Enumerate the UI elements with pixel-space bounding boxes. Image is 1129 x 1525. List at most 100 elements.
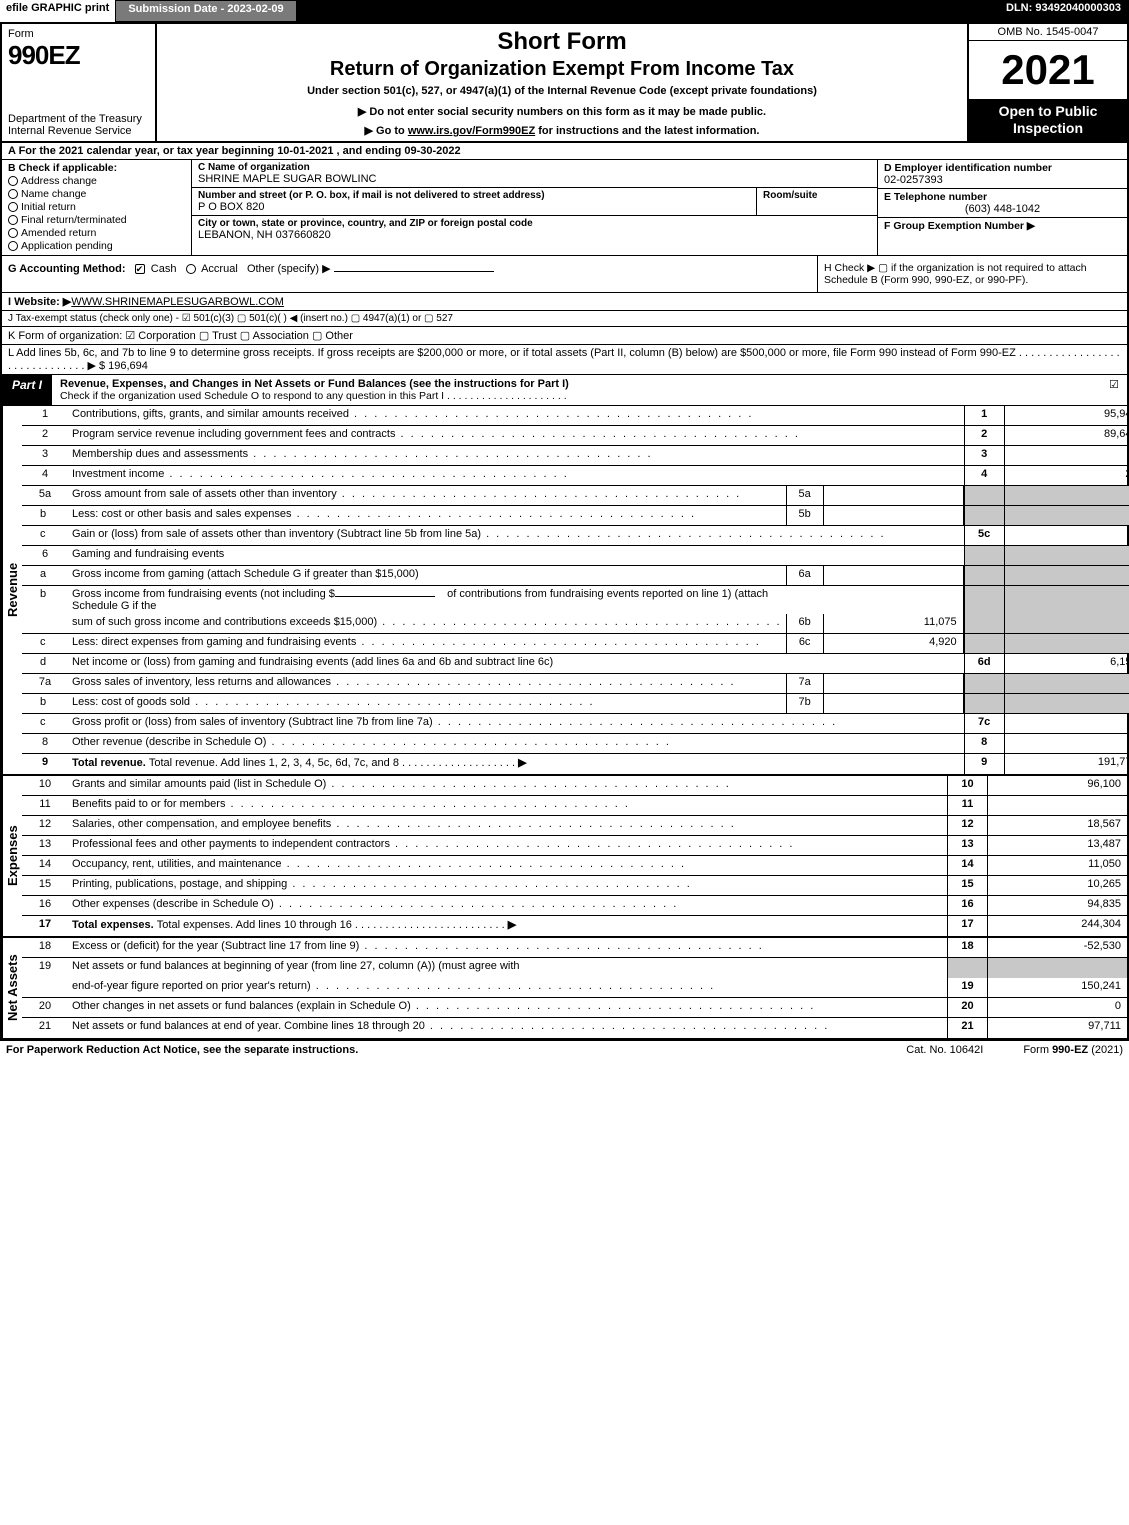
dln: DLN: 93492040000303	[998, 0, 1129, 22]
line-17-rnum: 17	[947, 916, 987, 936]
open-inspection: Open to Public Inspection	[969, 99, 1127, 141]
line-19-num: 19	[22, 958, 68, 978]
section-l: L Add lines 5b, 6c, and 7b to line 9 to …	[2, 345, 1127, 375]
line-8-num: 8	[22, 734, 68, 753]
part-1-tag: Part I	[2, 375, 52, 405]
line-15-num: 15	[22, 876, 68, 895]
section-h: H Check ▶ ▢ if the organization is not r…	[817, 256, 1127, 292]
subtitle-section: Under section 501(c), 527, or 4947(a)(1)…	[307, 85, 817, 97]
section-g: G Accounting Method: Cash Accrual Other …	[2, 256, 817, 292]
line-7b-desc: Less: cost of goods sold	[68, 694, 786, 713]
line-3-desc: Membership dues and assessments	[68, 446, 964, 465]
department: Department of the Treasury Internal Reve…	[8, 113, 149, 137]
line-10-num: 10	[22, 776, 68, 795]
line-16-num: 16	[22, 896, 68, 915]
shade	[964, 634, 1004, 653]
line-7a-mini: 7a	[786, 674, 824, 693]
line-19-value: 150,241	[987, 978, 1127, 997]
d-label: D Employer identification number	[884, 162, 1121, 174]
efile-print[interactable]: efile GRAPHIC print	[0, 0, 115, 22]
line-6c-desc: Less: direct expenses from gaming and fu…	[68, 634, 786, 653]
line-13-num: 13	[22, 836, 68, 855]
revenue-section: Revenue 1Contributions, gifts, grants, a…	[2, 406, 1127, 776]
line-1-desc: Contributions, gifts, grants, and simila…	[68, 406, 964, 425]
section-d-e-f: D Employer identification number 02-0257…	[877, 160, 1127, 255]
form-header: Form 990EZ Department of the Treasury In…	[2, 24, 1127, 143]
line-7c-desc: Gross profit or (loss) from sales of inv…	[68, 714, 964, 733]
title-short-form: Short Form	[497, 28, 626, 56]
chk-address-change[interactable]: Address change	[8, 175, 185, 187]
line-11-rnum: 11	[947, 796, 987, 815]
line-5a-mini: 5a	[786, 486, 824, 505]
line-21-num: 21	[22, 1018, 68, 1038]
shade	[987, 958, 1127, 978]
footer-cat-no: Cat. No. 10642I	[866, 1044, 1023, 1056]
line-7b-mini: 7b	[786, 694, 824, 713]
shade	[964, 586, 1004, 614]
line-11-num: 11	[22, 796, 68, 815]
chk-final-return[interactable]: Final return/terminated	[8, 214, 185, 226]
line-9-rnum: 9	[964, 754, 1004, 774]
line-4-num: 4	[22, 466, 68, 485]
line-5b-mval	[824, 506, 964, 525]
line-12-desc: Salaries, other compensation, and employ…	[68, 816, 947, 835]
line-4-value: 26	[1004, 466, 1129, 485]
org-name: SHRINE MAPLE SUGAR BOWLINC	[198, 173, 871, 185]
website-link[interactable]: WWW.SHRINEMAPLESUGARBOWL.COM	[71, 296, 284, 308]
line-5a-desc: Gross amount from sale of assets other t…	[68, 486, 786, 505]
omb-number: OMB No. 1545-0047	[969, 24, 1127, 41]
chk-application-pending[interactable]: Application pending	[8, 240, 185, 252]
line-6b-desc3: sum of such gross income and contributio…	[68, 614, 786, 633]
line-19-rnum: 19	[947, 978, 987, 997]
line-2-desc: Program service revenue including govern…	[68, 426, 964, 445]
line-6d-num: d	[22, 654, 68, 673]
form-label: Form	[8, 28, 149, 40]
line-11-desc: Benefits paid to or for members	[68, 796, 947, 815]
chk-cash[interactable]	[135, 264, 145, 274]
chk-name-change[interactable]: Name change	[8, 188, 185, 200]
line-7c-num: c	[22, 714, 68, 733]
e-label: E Telephone number	[884, 191, 1121, 203]
line-12-rnum: 12	[947, 816, 987, 835]
line-2-rnum: 2	[964, 426, 1004, 445]
line-6a-num: a	[22, 566, 68, 585]
line-21-desc: Net assets or fund balances at end of ye…	[68, 1018, 947, 1038]
line-2-value: 89,646	[1004, 426, 1129, 445]
line-13-value: 13,487	[987, 836, 1127, 855]
line-5b-mini: 5b	[786, 506, 824, 525]
chk-accrual[interactable]	[186, 264, 196, 274]
line-20-desc: Other changes in net assets or fund bala…	[68, 998, 947, 1017]
title-return: Return of Organization Exempt From Incom…	[330, 58, 794, 81]
top-bar: efile GRAPHIC print Submission Date - 20…	[0, 0, 1129, 22]
line-13-rnum: 13	[947, 836, 987, 855]
line-7c-value	[1004, 714, 1129, 733]
shade	[1004, 634, 1129, 653]
line-5c-num: c	[22, 526, 68, 545]
line-16-desc: Other expenses (describe in Schedule O)	[68, 896, 947, 915]
line-15-desc: Printing, publications, postage, and shi…	[68, 876, 947, 895]
shade	[1004, 506, 1129, 525]
blank	[22, 978, 68, 997]
shade	[1004, 566, 1129, 585]
footer-right: Form 990-EZ (2021)	[1023, 1044, 1123, 1056]
line-5c-value	[1004, 526, 1129, 545]
chk-amended-return[interactable]: Amended return	[8, 227, 185, 239]
line-1-num: 1	[22, 406, 68, 425]
line-6b-mval: 11,075	[824, 614, 964, 633]
line-14-num: 14	[22, 856, 68, 875]
section-k: K Form of organization: ☑ Corporation ▢ …	[2, 327, 1127, 345]
line-12-num: 12	[22, 816, 68, 835]
line-17-value: 244,304	[987, 916, 1127, 936]
irs-link[interactable]: www.irs.gov/Form990EZ	[408, 125, 535, 137]
line-11-value	[987, 796, 1127, 815]
net-assets-vertical-label: Net Assets	[2, 938, 22, 1038]
line-17-desc: Total expenses. Total expenses. Add line…	[68, 916, 947, 936]
subtitle-goto: ▶ Go to www.irs.gov/Form990EZ for instru…	[365, 124, 760, 137]
line-5b-desc: Less: cost or other basis and sales expe…	[68, 506, 786, 525]
form-body: Form 990EZ Department of the Treasury In…	[0, 22, 1129, 1041]
subtitle-ssn-warning: ▶ Do not enter social security numbers o…	[358, 105, 766, 118]
line-14-value: 11,050	[987, 856, 1127, 875]
chk-initial-return[interactable]: Initial return	[8, 201, 185, 213]
footer-left: For Paperwork Reduction Act Notice, see …	[6, 1044, 866, 1056]
part-1-checkbox[interactable]: ☑	[1101, 375, 1127, 405]
